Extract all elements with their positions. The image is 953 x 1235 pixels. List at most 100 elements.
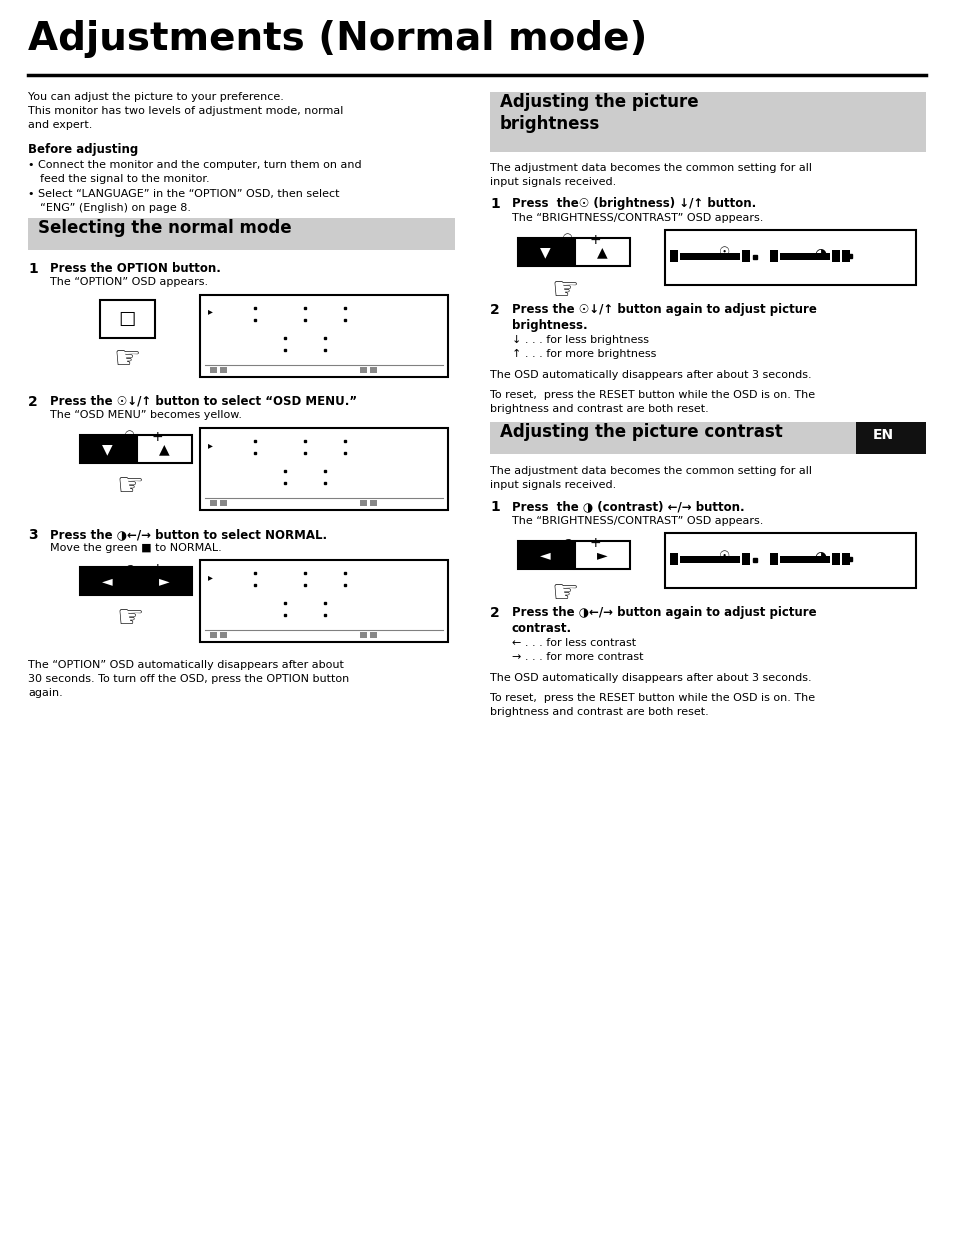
- Text: +: +: [151, 562, 163, 576]
- Text: • Connect the monitor and the computer, turn them on and: • Connect the monitor and the computer, …: [28, 161, 361, 170]
- Text: input signals received.: input signals received.: [490, 177, 616, 186]
- Bar: [575, 541, 629, 569]
- Text: ◄: ◄: [102, 574, 112, 588]
- Text: 1: 1: [28, 262, 38, 275]
- Bar: [359, 632, 367, 638]
- Bar: [80, 567, 135, 595]
- Text: contrast.: contrast.: [512, 622, 572, 635]
- Text: The “OPTION” OSD appears.: The “OPTION” OSD appears.: [50, 277, 208, 287]
- Text: To reset,  press the RESET button while the OSD is on. The: To reset, press the RESET button while t…: [490, 693, 814, 703]
- Bar: [769, 249, 778, 262]
- Bar: [855, 422, 925, 454]
- Text: 3: 3: [28, 529, 37, 542]
- Text: Press the ☉↓/↑ button again to adjust picture: Press the ☉↓/↑ button again to adjust pi…: [512, 303, 816, 316]
- Text: +: +: [589, 233, 600, 247]
- Bar: [210, 500, 216, 506]
- Bar: [370, 367, 376, 373]
- Text: Press the ◑←/→ button to select NORMAL.: Press the ◑←/→ button to select NORMAL.: [50, 529, 327, 541]
- Bar: [669, 553, 678, 564]
- Text: brightness: brightness: [499, 115, 599, 133]
- Text: The adjustment data becomes the common setting for all: The adjustment data becomes the common s…: [490, 163, 811, 173]
- Bar: [359, 500, 367, 506]
- Text: again.: again.: [28, 688, 63, 698]
- Bar: [780, 556, 829, 563]
- Text: ▼: ▼: [102, 442, 112, 456]
- Text: ☐: ☐: [118, 311, 135, 330]
- Text: ▲: ▲: [158, 442, 169, 456]
- Text: ▸: ▸: [208, 572, 213, 582]
- Bar: [210, 632, 216, 638]
- Text: 1: 1: [490, 500, 499, 514]
- Text: To reset,  press the RESET button while the OSD is on. The: To reset, press the RESET button while t…: [490, 390, 814, 400]
- Text: brightness and contrast are both reset.: brightness and contrast are both reset.: [490, 404, 708, 414]
- Text: Selecting the normal mode: Selecting the normal mode: [38, 219, 292, 237]
- Text: ☞: ☞: [116, 604, 144, 634]
- Text: Press  the ◑ (contrast) ←/→ button.: Press the ◑ (contrast) ←/→ button.: [512, 500, 744, 513]
- Bar: [220, 632, 227, 638]
- Text: brightness and contrast are both reset.: brightness and contrast are both reset.: [490, 706, 708, 718]
- Bar: [831, 553, 840, 564]
- Text: 1: 1: [490, 198, 499, 211]
- Bar: [137, 567, 192, 595]
- Text: Adjustments (Normal mode): Adjustments (Normal mode): [28, 20, 647, 58]
- Text: ◑: ◑: [562, 536, 573, 550]
- Bar: [200, 559, 448, 642]
- Text: ↑ . . . for more brightness: ↑ . . . for more brightness: [512, 350, 656, 359]
- Text: ▸: ▸: [208, 306, 213, 316]
- Text: ▲: ▲: [596, 245, 607, 259]
- Bar: [359, 367, 367, 373]
- Bar: [370, 632, 376, 638]
- Bar: [517, 541, 573, 569]
- Text: ☞: ☞: [551, 275, 578, 305]
- Bar: [664, 534, 915, 588]
- Text: feed the signal to the monitor.: feed the signal to the monitor.: [40, 174, 210, 184]
- Text: Press the ◑←/→ button again to adjust picture: Press the ◑←/→ button again to adjust pi…: [512, 606, 816, 619]
- Bar: [370, 500, 376, 506]
- Text: ☉: ☉: [561, 233, 573, 246]
- Text: ☞: ☞: [551, 579, 578, 608]
- Text: Press the ☉↓/↑ button to select “OSD MENU.”: Press the ☉↓/↑ button to select “OSD MEN…: [50, 395, 356, 408]
- Bar: [679, 556, 740, 563]
- Text: ◑: ◑: [125, 562, 135, 576]
- Text: The “BRIGHTNESS/CONTRAST” OSD appears.: The “BRIGHTNESS/CONTRAST” OSD appears.: [512, 212, 762, 224]
- Text: EN: EN: [872, 429, 893, 442]
- Bar: [137, 435, 192, 463]
- Text: Press  the☉ (brightness) ↓/↑ button.: Press the☉ (brightness) ↓/↑ button.: [512, 198, 756, 210]
- Text: ☉: ☉: [124, 430, 135, 443]
- Bar: [841, 553, 849, 564]
- Text: ►: ►: [158, 574, 169, 588]
- Text: ◑: ◑: [813, 550, 825, 563]
- Bar: [780, 253, 829, 261]
- Text: Adjusting the picture: Adjusting the picture: [499, 93, 698, 111]
- Bar: [220, 367, 227, 373]
- Text: 2: 2: [490, 606, 499, 620]
- Text: ◄: ◄: [539, 548, 550, 562]
- Bar: [664, 230, 915, 285]
- Text: ☞: ☞: [116, 472, 144, 501]
- Bar: [741, 553, 749, 564]
- Text: input signals received.: input signals received.: [490, 480, 616, 490]
- Bar: [769, 553, 778, 564]
- Text: +: +: [151, 430, 163, 445]
- Text: 2: 2: [490, 303, 499, 317]
- Text: → . . . for more contrast: → . . . for more contrast: [512, 652, 643, 662]
- Text: Press the OPTION button.: Press the OPTION button.: [50, 262, 221, 275]
- Bar: [679, 253, 740, 261]
- Text: −: −: [94, 430, 106, 445]
- Text: Adjusting the picture contrast: Adjusting the picture contrast: [499, 424, 781, 441]
- Text: The OSD automatically disappears after about 3 seconds.: The OSD automatically disappears after a…: [490, 673, 811, 683]
- Text: 2: 2: [28, 395, 38, 409]
- Text: Before adjusting: Before adjusting: [28, 143, 138, 156]
- Text: ◑: ◑: [813, 246, 825, 261]
- Bar: [200, 429, 448, 510]
- Text: ▼: ▼: [539, 245, 550, 259]
- Text: • Select “LANGUAGE” in the “OPTION” OSD, then select: • Select “LANGUAGE” in the “OPTION” OSD,…: [28, 189, 339, 199]
- Bar: [517, 238, 573, 266]
- Text: The OSD automatically disappears after about 3 seconds.: The OSD automatically disappears after a…: [490, 370, 811, 380]
- Bar: [490, 91, 925, 152]
- Text: −: −: [532, 536, 543, 550]
- Bar: [669, 249, 678, 262]
- Bar: [220, 500, 227, 506]
- Bar: [490, 422, 925, 454]
- Bar: [575, 238, 629, 266]
